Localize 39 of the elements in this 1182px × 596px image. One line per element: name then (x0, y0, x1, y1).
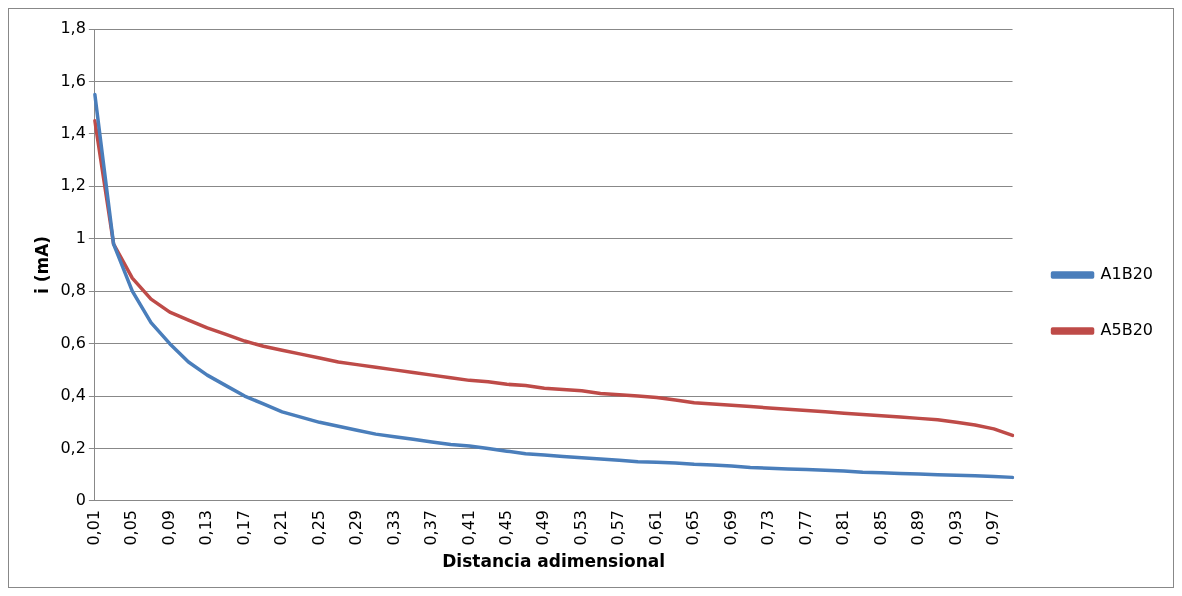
x-tick-label: 0,05 (121, 509, 141, 546)
x-tick-label: 0,65 (683, 509, 703, 546)
x-tick-label: 0,77 (795, 509, 815, 546)
y-tick-label: 0,6 (60, 332, 86, 352)
y-tick-label: 1,4 (60, 123, 86, 143)
x-tick-label: 0,97 (982, 509, 1002, 546)
x-tick-label: 0,41 (458, 509, 478, 546)
x-tick-label: 0,17 (233, 509, 253, 546)
x-tick-label: 0,85 (870, 509, 890, 546)
x-tick-label: 0,21 (271, 509, 291, 546)
x-axis-title: Distancia adimensional (442, 551, 666, 572)
x-tick-label: 0,33 (383, 509, 403, 546)
x-tick-label: 0,81 (833, 509, 853, 546)
y-tick-label: 1,8 (60, 18, 86, 38)
x-tick-label: 0,09 (158, 509, 178, 546)
x-tick-label: 0,37 (421, 509, 441, 546)
x-tick-label: 0,53 (570, 509, 590, 546)
x-tick-label: 0,89 (908, 509, 928, 546)
x-tick-label: 0,45 (496, 509, 516, 546)
y-tick-label: 0,4 (60, 385, 86, 405)
legend-label: A1B20 (1100, 264, 1154, 284)
x-tick-label: 0,29 (346, 509, 366, 546)
y-tick-label: 0,2 (60, 437, 86, 457)
y-tick-label: 1,6 (60, 70, 86, 90)
x-tick-label: 0,01 (84, 509, 103, 546)
y-tick-label: 1 (75, 227, 86, 247)
x-tick-label: 0,61 (645, 509, 665, 546)
x-tick-label: 0,69 (720, 509, 740, 546)
y-tick-label: 0,8 (60, 280, 86, 300)
x-tick-label: 0,13 (196, 509, 216, 546)
x-tick-label: 0,49 (533, 509, 553, 546)
y-axis-title: i (mA) (31, 235, 52, 295)
y-tick-label: 1,2 (60, 175, 86, 195)
x-tick-label: 0,25 (308, 509, 328, 546)
x-tick-label: 0,73 (758, 509, 778, 546)
x-tick-label: 0,93 (945, 509, 965, 546)
x-tick-label: 0,57 (608, 509, 628, 546)
legend-label: A5B20 (1100, 320, 1154, 340)
y-tick-label: 0 (75, 490, 86, 510)
